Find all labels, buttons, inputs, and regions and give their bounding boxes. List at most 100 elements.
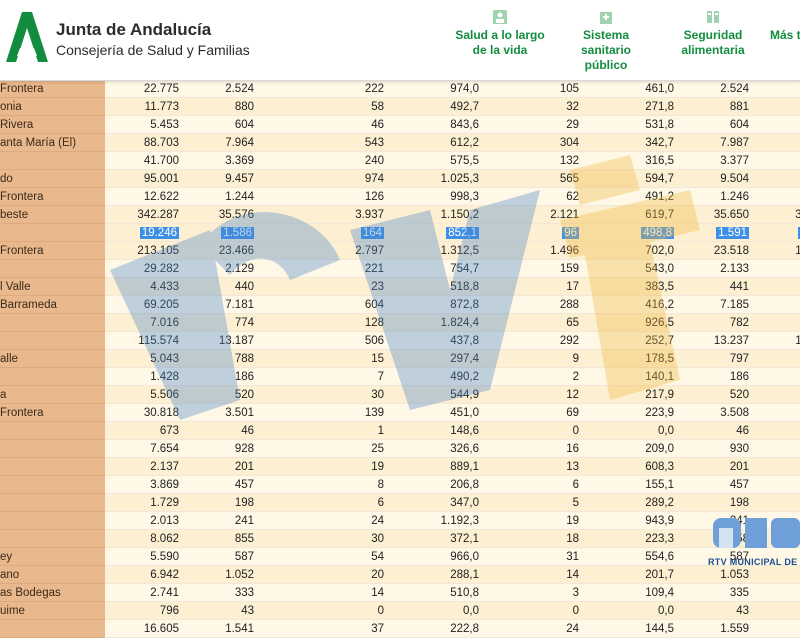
table-cell-c7: 782 <box>680 313 755 332</box>
table-cell-c8: 3.30 <box>755 403 800 422</box>
table-cell-c2: 23.466 <box>185 241 260 260</box>
table-cell-c5: 5 <box>485 493 585 512</box>
table-cell-c5: 14 <box>485 565 585 584</box>
municipality-name-cell <box>0 223 105 242</box>
table-cell-c8: 8.22 <box>755 169 800 188</box>
table-cell-c1: 1.729 <box>105 493 185 512</box>
municipality-name-cell <box>0 151 105 170</box>
municipality-name-cell: a <box>0 385 105 404</box>
table-cell-c1: 5.043 <box>105 349 185 368</box>
municipality-name-cell: Rivera <box>0 115 105 134</box>
table-cell-c3: 37 <box>260 619 390 638</box>
nav-salud-a-lo-largo-de-la-vida[interactable]: Salud a lo largo de la vida <box>452 0 548 80</box>
table-cell-c6: 943,9 <box>585 511 680 530</box>
junta-andalucia-logo-icon[interactable] <box>2 8 52 64</box>
table-cell-c4: 998,3 <box>390 187 485 206</box>
nav-label-line1: Seguridad <box>683 28 743 42</box>
municipality-name-cell <box>0 421 105 440</box>
table-row[interactable]: Frontera30.8183.501139451,069223,93.5083… <box>0 403 800 422</box>
table-row[interactable]: Frontera 22.775 2.524 222 974,0 105 461,0 2.524… <box>0 80 800 98</box>
table-row[interactable]: Frontera12.6221.244126998,362491,21.2461… <box>0 187 800 206</box>
table-cell-c2: 1.244 <box>185 187 260 206</box>
nav-label-line1: Más t <box>770 28 800 42</box>
table-cell-c4: 492,7 <box>390 97 485 116</box>
table-row-selected[interactable]: 19.246 1.586 164 852,1 96 498,8 1.591 1.36 <box>0 223 800 242</box>
table-cell-c4: 872,8 <box>390 295 485 314</box>
table-cell-c8: 7.24 <box>755 133 800 152</box>
table-cell-c2: 35.576 <box>185 205 260 224</box>
table-cell-c1: 88.703 <box>105 133 185 152</box>
table-cell-c8: 53 <box>755 115 800 134</box>
rtv-logo-label: RTV MUNICIPAL DE C <box>708 557 800 567</box>
table-cell-c5: 132 <box>485 151 585 170</box>
table-cell-c6: 201,7 <box>585 565 680 584</box>
table-row[interactable]: beste 342.287 35.576 3.937 1.150,2 2.121 619,7… <box>0 205 800 224</box>
table-row[interactable]: Frontera 213.105 23.466 2.797 1.312,5 1.496 70… <box>0 241 800 260</box>
table-cell-c8: 4 <box>755 421 800 440</box>
table-cell-c8: 3.05 <box>755 151 800 170</box>
table-cell-c3: 58 <box>260 97 390 116</box>
table-cell-c6: 217,9 <box>585 385 680 404</box>
table-cell-c6: 543,0 <box>585 259 680 278</box>
table-cell-c8: 80 <box>755 97 800 116</box>
table-cell-c1: 673 <box>105 421 185 440</box>
table-cell-c8: 16 <box>755 493 800 512</box>
table-row[interactable]: Barrameda 69.205 7.181 604 872,8 288 416,2 7.18… <box>0 295 800 314</box>
table-cell-c7: 9.504 <box>680 169 755 188</box>
table-cell-c3: 164 <box>260 223 390 242</box>
table-cell-c7: 604 <box>680 115 755 134</box>
table-cell-c3: 25 <box>260 439 390 458</box>
org-title[interactable]: Junta de Andalucía <box>56 20 212 39</box>
nav-seguridad-alimentaria[interactable]: Seguridad alimentaria <box>672 0 754 80</box>
nav-sistema-sanitario-publico[interactable]: Sistema sanitario público <box>566 0 646 80</box>
table-cell-c3: 139 <box>260 403 390 422</box>
table-cell-c8: 17 <box>755 457 800 476</box>
table-cell-c2: 855 <box>185 529 260 548</box>
table-cell-c3: 19 <box>260 457 390 476</box>
table-cell-c2: 1.586 <box>185 223 260 242</box>
nav-mas-temas[interactable]: Más t <box>770 0 800 80</box>
selected-value: 498,8 <box>641 226 674 239</box>
table-cell-c3: 15 <box>260 349 390 368</box>
table-cell-c5: 96 <box>485 223 585 242</box>
table-cell-c3: 604 <box>260 295 390 314</box>
municipality-name-cell: do <box>0 169 105 188</box>
table-cell-c5: 16 <box>485 439 585 458</box>
table-cell-c1: 16.605 <box>105 619 185 638</box>
data-table-container[interactable]: Frontera 22.775 2.524 222 974,0 105 461,0 2.524… <box>0 80 800 638</box>
table-cell-c8: 62 <box>755 313 800 332</box>
municipality-name-cell: beste <box>0 205 105 224</box>
table-cell-c2: 198 <box>185 493 260 512</box>
table-cell-c3: 506 <box>260 331 390 350</box>
table-cell-c6: 491,2 <box>585 187 680 206</box>
table-cell-c3: 543 <box>260 133 390 152</box>
table-cell-c7: 441 <box>680 277 755 296</box>
table-row[interactable]: anta María (El) 88.703 7.964 543 612,2 304 342… <box>0 133 800 152</box>
table-cell-c3: 221 <box>260 259 390 278</box>
table-cell-c7: 520 <box>680 385 755 404</box>
table-cell-c6: 271,8 <box>585 97 680 116</box>
